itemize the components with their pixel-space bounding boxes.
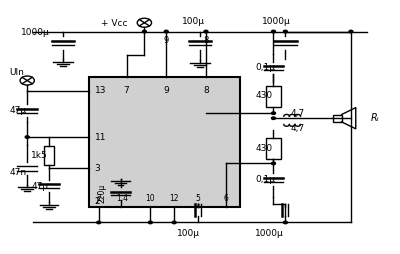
Circle shape — [142, 30, 146, 33]
Circle shape — [272, 112, 276, 115]
Circle shape — [97, 221, 101, 224]
Circle shape — [272, 30, 276, 33]
Text: 13: 13 — [95, 86, 106, 95]
Text: 47n: 47n — [9, 168, 26, 177]
Bar — [89, 77, 240, 208]
Text: 9: 9 — [164, 36, 169, 45]
Text: 1,4: 1,4 — [116, 194, 128, 203]
Text: UIn: UIn — [9, 69, 24, 77]
Text: 430: 430 — [256, 144, 273, 153]
Circle shape — [284, 30, 287, 33]
Bar — [332, 115, 342, 122]
Circle shape — [148, 221, 152, 224]
Text: 100μ: 100μ — [176, 229, 200, 238]
Circle shape — [204, 30, 208, 33]
Text: 1000μ: 1000μ — [20, 28, 49, 37]
Text: 8: 8 — [203, 36, 209, 45]
Text: 0,1μ: 0,1μ — [256, 175, 276, 184]
Text: 12: 12 — [170, 194, 179, 203]
Bar — [44, 146, 54, 165]
Text: 2: 2 — [95, 197, 100, 205]
Text: 6: 6 — [223, 194, 228, 203]
Text: 8: 8 — [203, 86, 209, 94]
Circle shape — [25, 136, 29, 138]
Text: 3: 3 — [95, 164, 100, 173]
Text: 4,7: 4,7 — [290, 124, 305, 133]
Circle shape — [164, 30, 168, 33]
Text: 10: 10 — [146, 194, 155, 203]
Text: 47μ: 47μ — [9, 106, 26, 115]
Circle shape — [172, 221, 176, 224]
Text: + Vcc: + Vcc — [101, 19, 128, 28]
Text: 1000μ: 1000μ — [262, 17, 290, 26]
Text: 11: 11 — [95, 133, 106, 141]
Text: 5: 5 — [196, 194, 200, 203]
Text: 1k5: 1k5 — [31, 151, 48, 160]
Text: 2: 2 — [96, 194, 101, 203]
Text: 430: 430 — [256, 91, 273, 100]
Text: 47μ: 47μ — [31, 182, 48, 190]
Text: 4,7: 4,7 — [290, 109, 305, 118]
Text: 1000μ: 1000μ — [255, 229, 284, 238]
Text: 100μ: 100μ — [182, 17, 205, 26]
Circle shape — [349, 30, 353, 33]
Circle shape — [272, 117, 276, 119]
Bar — [266, 138, 281, 159]
Text: 7: 7 — [124, 86, 129, 94]
Text: 9: 9 — [163, 86, 169, 94]
Text: Rₗ: Rₗ — [371, 113, 379, 123]
Circle shape — [272, 162, 276, 165]
Bar — [266, 86, 281, 107]
Circle shape — [284, 221, 287, 224]
Text: 0,1μ: 0,1μ — [256, 64, 276, 72]
Text: 220μ: 220μ — [98, 184, 107, 203]
